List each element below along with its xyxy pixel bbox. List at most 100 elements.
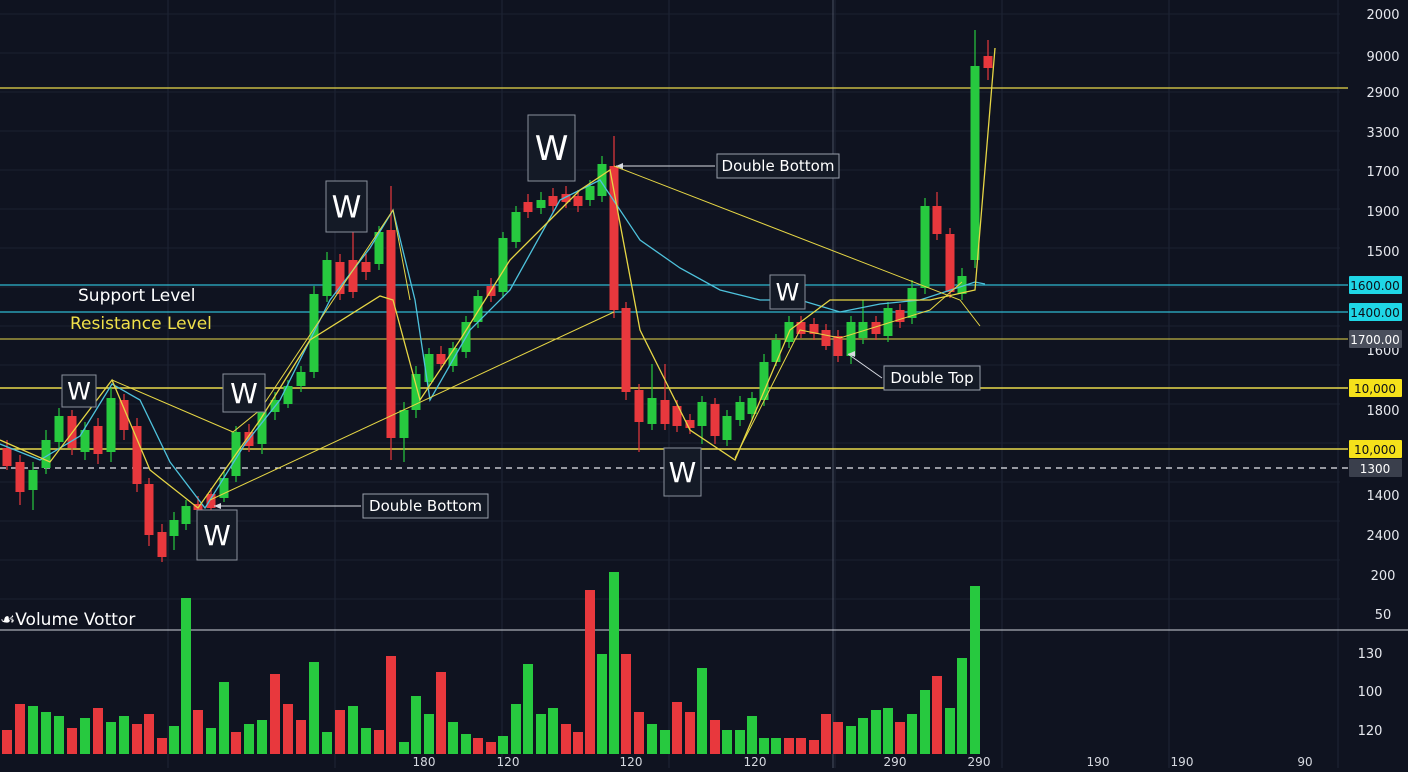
volume-bar: [106, 722, 116, 754]
candle-down: [335, 262, 345, 294]
candle-up: [322, 260, 332, 296]
level-badge: 10,000: [1349, 379, 1402, 397]
volume-bar: [722, 730, 732, 754]
volume-bar: [548, 708, 558, 754]
volume-bar: [957, 658, 967, 754]
volume-bar: [498, 736, 508, 754]
candle-down: [660, 400, 670, 424]
pattern-marker-box: [61, 374, 97, 408]
candle-down: [386, 230, 396, 438]
time-tick-label: 90: [1297, 755, 1312, 768]
time-tick-label: 120: [744, 755, 767, 768]
volume-bar: [15, 704, 25, 754]
trend-line: [613, 165, 981, 327]
level-badge-box: [1349, 330, 1402, 348]
volume-bar: [747, 716, 757, 754]
time-tick-label: 290: [884, 755, 907, 768]
price-tick-label: 3300: [1366, 126, 1399, 141]
candle-down: [348, 260, 358, 292]
candle-up: [169, 520, 179, 536]
candle-down: [573, 196, 583, 206]
volume-bar: [697, 668, 707, 754]
candle-down: [157, 532, 167, 557]
volume-bar: [119, 716, 129, 754]
volume-bar: [833, 722, 843, 754]
volume-bar: [2, 730, 12, 754]
candle-down: [15, 462, 25, 492]
pattern-marker: W: [196, 509, 238, 561]
candle-up: [511, 212, 521, 242]
volume-bar: [169, 726, 179, 754]
volume-bar: [846, 726, 856, 754]
price-tick-label: 200: [1371, 569, 1396, 584]
volume-bar: [809, 740, 819, 754]
volume-bar: [386, 656, 396, 754]
volume-bar: [710, 720, 720, 754]
candle-up: [257, 410, 267, 444]
volume-bar: [283, 704, 293, 754]
candle-down: [672, 406, 682, 426]
candle-up: [54, 416, 64, 442]
candle-up: [424, 354, 434, 382]
volume-bar: [93, 708, 103, 754]
trend-line: [209, 311, 615, 501]
volume-bar: [597, 654, 607, 754]
price-tick-label: 2900: [1366, 86, 1399, 101]
volume-bar: [573, 732, 583, 754]
callout-arrowhead: [616, 163, 623, 169]
level-badge: 1700.00: [1349, 330, 1402, 348]
candle-down: [809, 324, 819, 334]
volume-bar: [411, 696, 421, 754]
callout-label: Double Top: [890, 369, 973, 387]
pattern-marker-label: W: [669, 456, 697, 489]
volume-bar: [270, 674, 280, 754]
volume-bar: [784, 738, 794, 754]
level-badge-label: 1300: [1360, 462, 1391, 476]
candle-up: [219, 478, 229, 498]
volume-bar: [920, 690, 930, 754]
volume-bar: [348, 706, 358, 754]
price-tick-label: 1800: [1366, 404, 1399, 419]
pattern-marker: W: [222, 373, 266, 413]
candle-up: [283, 386, 293, 404]
time-tick-label: 120: [620, 755, 643, 768]
volume-bar: [672, 702, 682, 754]
pattern-marker-label: W: [67, 378, 91, 406]
candle-down: [548, 196, 558, 206]
candle-down: [710, 404, 720, 436]
callout: Double Top: [847, 351, 981, 391]
volume-bar: [361, 728, 371, 754]
candle-up: [722, 416, 732, 440]
level-badge: 10,000: [1349, 440, 1402, 458]
pattern-marker-box: [769, 274, 806, 310]
volume-bar: [609, 572, 619, 754]
candle-up: [448, 348, 458, 366]
pattern-marker: W: [663, 447, 702, 497]
volume-bar: [883, 708, 893, 754]
candle-up: [647, 398, 657, 424]
overlay-lines: [0, 47, 996, 510]
volume-bar: [424, 714, 434, 754]
level-badge-label: 1700.00: [1350, 333, 1400, 347]
level-badge-box: [1349, 303, 1402, 321]
volume-bar: [219, 682, 229, 754]
callout-arrowhead: [214, 503, 221, 509]
time-tick-label: 180: [413, 755, 436, 768]
callout-box: [883, 365, 981, 391]
volume-bar: [796, 738, 806, 754]
candle-down: [821, 330, 831, 346]
volume-bar: [448, 722, 458, 754]
candle-up: [597, 164, 607, 196]
moving-average-yellow: [0, 47, 996, 509]
candle-up: [498, 238, 508, 292]
pattern-marker-box: [222, 373, 266, 413]
candle-up: [585, 186, 595, 200]
price-tick-label: 1500: [1366, 245, 1399, 260]
price-tick-label: 2400: [1366, 529, 1399, 544]
candle-down: [436, 354, 446, 364]
callout-box: [362, 493, 489, 519]
volume-bar: [132, 724, 142, 754]
candle-up: [883, 308, 893, 336]
pattern-marker-label: W: [332, 190, 362, 225]
